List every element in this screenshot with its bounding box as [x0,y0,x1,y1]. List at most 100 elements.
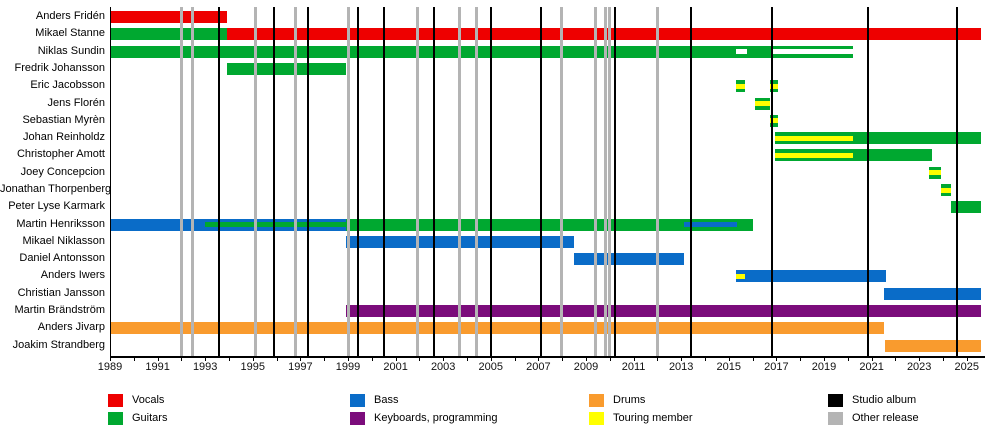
timeline-bar [226,63,346,76]
member-name-label: Mikael Niklasson [22,234,105,247]
timeline-bar [775,132,982,145]
year-tick [871,356,873,361]
timeline-bar [951,201,982,214]
legend-label: Bass [374,394,399,406]
year-tick [728,356,730,361]
year-tick [800,356,802,361]
touring-stripe [775,152,853,158]
member-name-label: Peter Lyse Karmark [8,200,105,213]
member-name-label: Fredrik Johansson [14,62,106,75]
legend-label: Vocals [132,394,165,406]
secondary-role-stripe [683,222,738,228]
member-name-label: Christopher Amott [16,148,105,161]
studio-album-line [432,7,435,356]
year-tick [300,356,302,361]
year-tick [419,356,421,361]
timeline-bar [770,80,778,93]
member-name-label: Jens Florén [47,96,105,109]
year-tick [824,356,825,361]
legend-swatch-studio_album [828,394,843,407]
legend-label: Studio album [852,394,917,406]
legend-swatch-keyboards [350,411,365,425]
year-tick [443,356,445,361]
other-release-line [655,7,659,356]
member-name-label: Anders Jivarp [37,321,105,334]
year-tick [252,356,254,361]
other-release-line [458,7,462,356]
timeline-bar [735,270,886,283]
legend-label: Keyboards, programming [374,411,498,424]
year-tick [609,356,611,361]
legend-label: Drums [613,394,646,406]
touring-stripe [928,170,941,176]
studio-album-line [356,7,359,356]
timeline-bar [574,253,684,266]
year-tick [205,356,207,361]
year-tick [919,356,921,361]
year-tick [966,356,968,361]
secondary-role-stripe [205,222,346,228]
legend-swatch-guitars [108,411,123,425]
member-name-label: Anders Fridén [35,10,105,23]
member-name-label: Eric Jacobsson [30,79,105,92]
other-release-line [294,7,298,356]
year-label: 2001 [383,361,408,373]
inactive-stripe [771,49,853,55]
timeline-bar [110,45,772,58]
year-tick [133,356,135,361]
year-tick [110,356,111,361]
year-tick [538,356,540,361]
legend-swatch-touring [589,411,604,425]
touring-stripe [735,273,746,279]
year-tick [752,356,754,361]
studio-album-line [218,7,221,356]
member-name-label: Anders Iwers [40,269,105,282]
timeline-bar [345,304,982,317]
year-label: 2005 [478,361,504,373]
year-tick [586,356,587,361]
inactive-stripe [735,49,747,55]
year-label: 1995 [240,361,266,373]
other-release-line [179,7,183,356]
other-release-line [253,7,257,356]
touring-stripe [770,118,778,124]
timeline-bar [775,149,933,162]
timeline-bar [884,339,982,352]
timeline-bar [110,218,346,231]
studio-album-line [689,7,692,356]
member-name-label: Joey Concepcion [20,165,105,178]
year-label: 1999 [335,361,361,373]
member-name-label: Christian Jansson [17,286,105,299]
other-release-line [603,7,607,356]
plot-left-border [109,7,111,356]
timeline-bar [735,80,746,93]
member-name-label: Johan Reinholdz [23,131,105,144]
year-label: 2013 [668,361,694,373]
other-release-line [475,7,479,356]
studio-album-line [382,7,385,356]
studio-album-line [539,7,542,356]
year-label: 1991 [145,361,170,373]
other-release-line [346,7,350,356]
legend-label: Other release [852,411,919,424]
other-release-line [594,7,598,356]
touring-stripe [754,101,771,107]
year-tick [467,356,468,361]
year-label: 1997 [288,361,313,373]
year-label: 1989 [97,361,123,373]
year-tick [276,356,278,361]
member-name-label: Sebastian Myrèn [22,113,105,126]
legend-swatch-other_release [828,411,843,425]
studio-album-line [306,7,309,356]
other-release-line [190,7,194,356]
year-tick [229,356,230,361]
studio-album-line [956,7,959,356]
timeline-bar [771,45,853,58]
year-label: 2019 [811,361,837,373]
studio-album-line [489,7,492,356]
other-release-line [608,7,612,356]
year-label: 2023 [906,361,932,373]
touring-stripe [775,135,853,141]
timeline-bar [110,28,227,41]
